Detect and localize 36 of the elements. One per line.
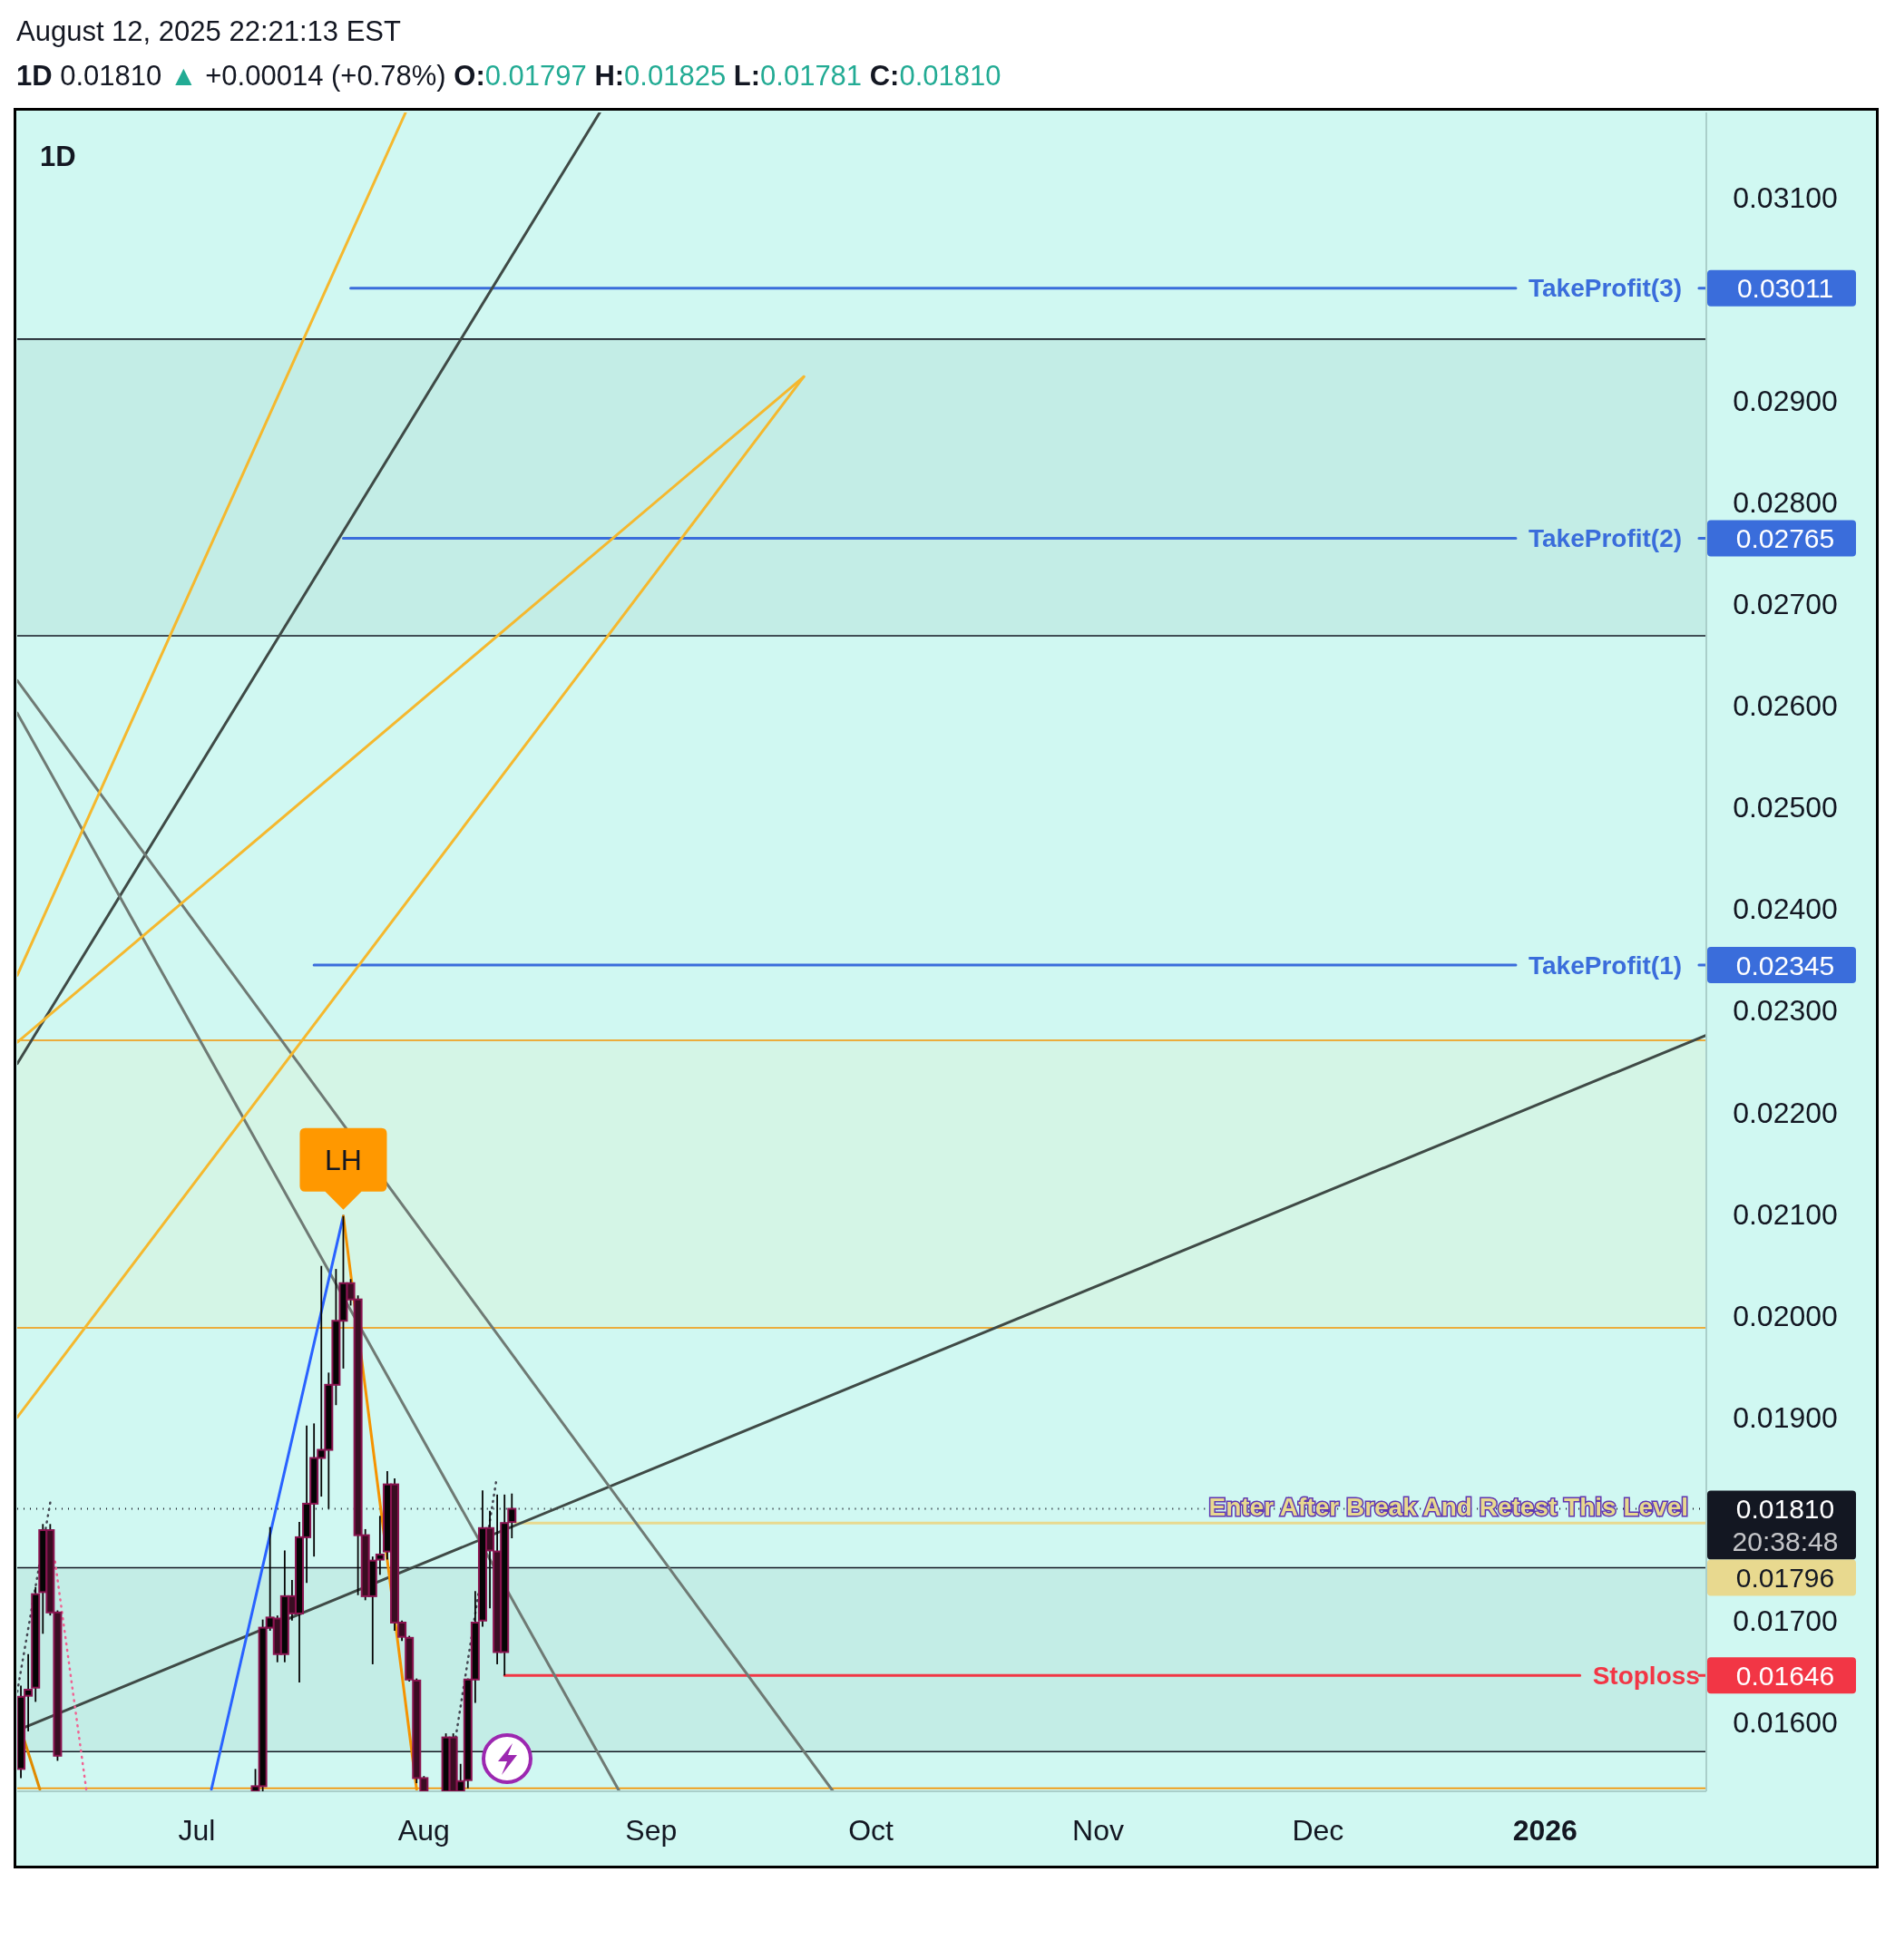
y-tick-label: 0.02100 xyxy=(1733,1197,1838,1231)
data-label: 0.01646 xyxy=(1735,1660,1835,1691)
data-label: 0.02345 xyxy=(1735,950,1835,980)
y-tick-label: 0.03100 xyxy=(1733,181,1838,215)
ref-line-label: 0.01810 20:38:48 xyxy=(1732,1494,1839,1557)
series-label: Stoploss xyxy=(1592,1661,1700,1690)
y-tick-label: 0.01700 xyxy=(1733,1604,1838,1637)
y-tick-label: 0.02500 xyxy=(1733,791,1838,824)
data-label: 0.03011 xyxy=(1736,273,1834,304)
series-label: TakeProfit(1) xyxy=(1528,951,1683,980)
y-tick-label: 0.02300 xyxy=(1733,994,1838,1028)
x-tick-label: 2026 xyxy=(1512,1814,1578,1847)
y-tick-label: 0.02800 xyxy=(1733,486,1838,520)
y-tick-label: 0.02400 xyxy=(1733,892,1838,926)
y-tick-label: 0.02600 xyxy=(1733,689,1838,723)
y-tick-label: 0.01900 xyxy=(1733,1400,1838,1434)
y-tick-label: 0.02700 xyxy=(1733,588,1838,621)
chart-title: August 12, 2025 22:21:13 EST xyxy=(16,15,402,47)
y-tick-label: 0.02000 xyxy=(1733,1299,1838,1332)
series-label: TakeProfit(3) xyxy=(1528,274,1683,303)
x-tick-label: Dec xyxy=(1292,1814,1344,1847)
x-tick-label: Sep xyxy=(625,1814,678,1847)
text: 1D 0.01810 ▲ +0.00014 (+0.78%) O:0.01797 H:0.01825 L:0.01781 C:0.01810 xyxy=(16,60,1001,92)
series-label: Enter After Break And Retest This Level xyxy=(1208,1493,1688,1522)
x-tick-label: Jul xyxy=(178,1814,216,1847)
annotation: 1D xyxy=(40,140,76,172)
data-label: 0.02765 xyxy=(1735,522,1835,553)
annotation: LH xyxy=(325,1143,362,1176)
y-tick-label: 0.01600 xyxy=(1733,1705,1838,1739)
y-tick-label: 0.02900 xyxy=(1733,385,1838,418)
x-tick-label: Oct xyxy=(848,1814,894,1847)
series-label: TakeProfit(2) xyxy=(1528,523,1683,552)
x-tick-label: Nov xyxy=(1072,1814,1124,1847)
data-label: 0.01796 xyxy=(1735,1563,1835,1594)
y-tick-label: 0.02200 xyxy=(1733,1096,1838,1129)
x-tick-label: Aug xyxy=(397,1814,450,1847)
